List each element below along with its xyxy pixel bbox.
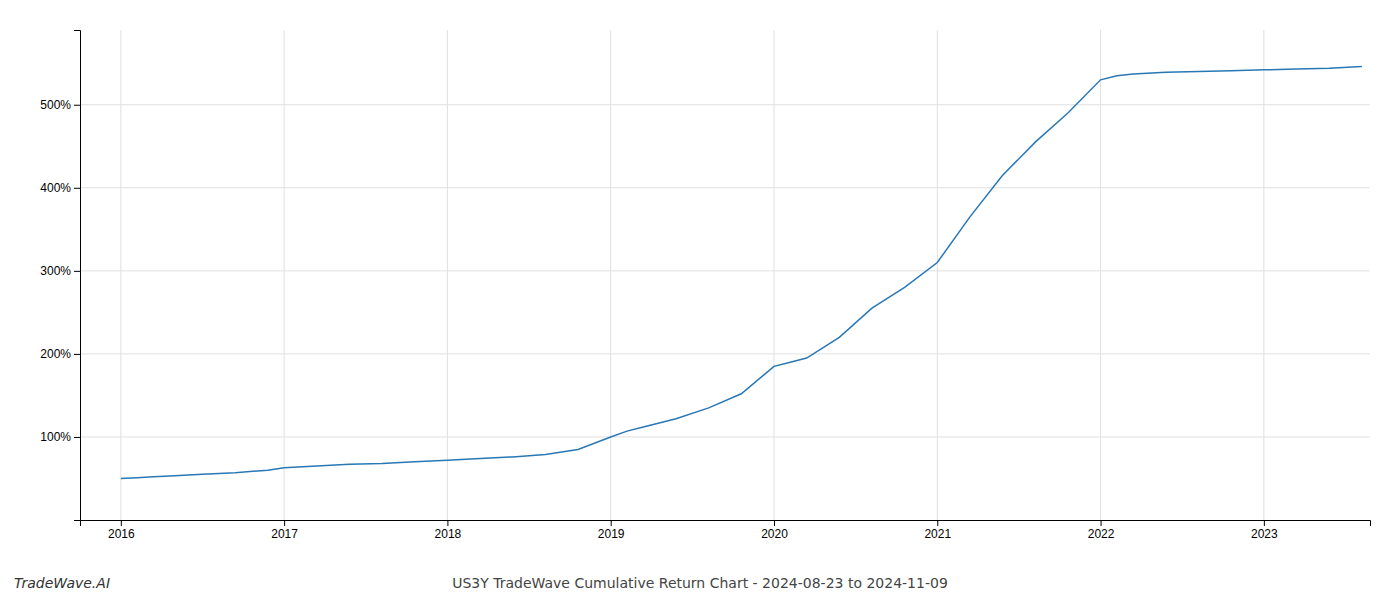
- grid-line: [80, 353, 1370, 354]
- x-axis: 2016 2017 2018 2019 2020 2021 2022 2023: [81, 520, 1371, 541]
- tick-label: 2018: [435, 527, 462, 541]
- tick-label: 200%: [40, 347, 71, 361]
- grid-line: [1263, 30, 1264, 520]
- tick-mark: [611, 520, 612, 526]
- grid-line: [80, 104, 1370, 105]
- tick-label: 2020: [761, 527, 788, 541]
- tick-label: 2017: [271, 527, 298, 541]
- watermark: TradeWave.AI: [14, 575, 110, 591]
- tick-label: 300%: [40, 264, 71, 278]
- tick-label: 2022: [1088, 527, 1115, 541]
- tick-label: 2016: [108, 527, 135, 541]
- tick-mark: [74, 271, 80, 272]
- grid-line: [80, 187, 1370, 188]
- title: US3Y TradeWave Cumulative Return Chart -…: [452, 575, 948, 591]
- grid: [80, 30, 1370, 520]
- tick: 2017: [271, 520, 298, 541]
- tick-mark: [284, 520, 285, 526]
- grid-line: [773, 30, 774, 520]
- tick-mark: [1264, 520, 1265, 526]
- grid-line: [80, 436, 1370, 437]
- tick-mark: [74, 105, 80, 106]
- tick: 2019: [598, 520, 625, 541]
- tick-mark: [121, 520, 122, 526]
- tick-mark: [74, 188, 80, 189]
- tick-mark: [74, 354, 80, 355]
- axis-line: [74, 31, 81, 521]
- grid-line: [1100, 30, 1101, 520]
- tick-mark: [447, 520, 448, 526]
- tick-mark: [1101, 520, 1102, 526]
- grid-line: [120, 30, 121, 520]
- tick-mark: [74, 437, 80, 438]
- grid-line: [447, 30, 448, 520]
- tick: 2016: [108, 520, 135, 541]
- axis-line: [81, 521, 1371, 527]
- tick: 2021: [924, 520, 951, 541]
- grid-line: [937, 30, 938, 520]
- plot: 2016 2017 2018 2019 2020 2021 2022 2023 100% 200%…: [40, 30, 1370, 541]
- grid-line: [284, 30, 285, 520]
- grid-line: [610, 30, 611, 520]
- tick-label: 2021: [924, 527, 951, 541]
- y-axis: 100% 200% 300% 400% 500%: [40, 31, 80, 521]
- tick: 100%: [40, 430, 80, 444]
- tick: 200%: [40, 347, 80, 361]
- tick: 2022: [1088, 520, 1115, 541]
- tick-label: 2019: [598, 527, 625, 541]
- tick: 300%: [40, 264, 80, 278]
- marks: [121, 67, 1362, 479]
- line: [121, 67, 1362, 479]
- tick-label: 100%: [40, 430, 71, 444]
- tick: 2020: [761, 520, 788, 541]
- tick: 2023: [1251, 520, 1278, 541]
- tick-label: 500%: [40, 98, 71, 112]
- tick-label: 2023: [1251, 527, 1278, 541]
- tick-mark: [937, 520, 938, 526]
- tick-mark: [774, 520, 775, 526]
- tick: 500%: [40, 98, 80, 112]
- tick: 2018: [435, 520, 462, 541]
- tick-label: 400%: [40, 181, 71, 195]
- grid-line: [80, 270, 1370, 271]
- tick: 400%: [40, 181, 80, 195]
- chart: 2016 2017 2018 2019 2020 2021 2022 2023 100% 200%…: [0, 0, 1400, 600]
